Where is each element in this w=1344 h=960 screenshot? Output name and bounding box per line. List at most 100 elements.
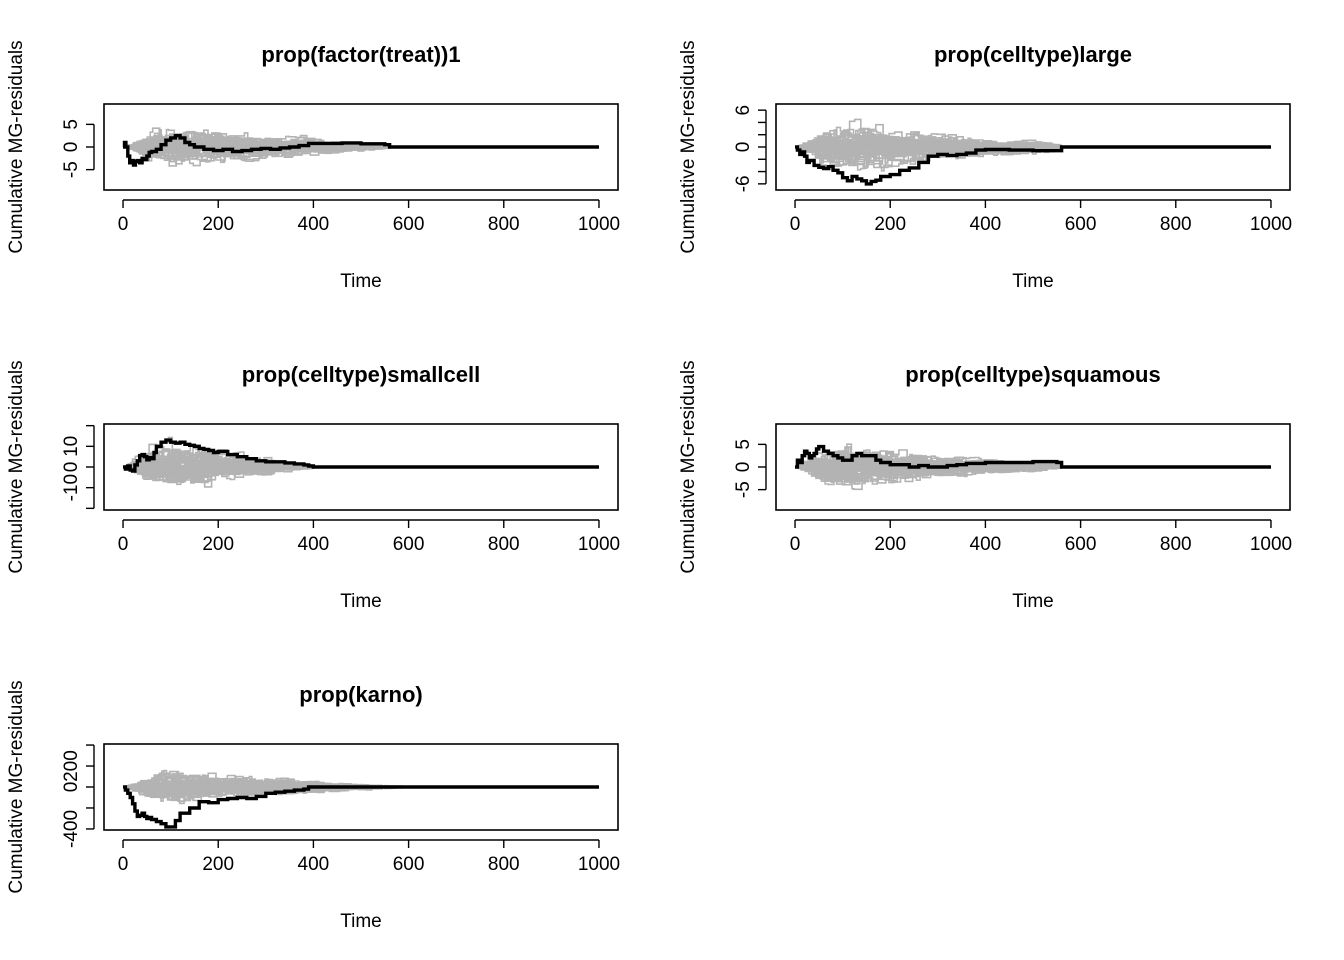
y-axis: -6 0 6 (733, 105, 767, 192)
x-tick-label: 1000 (578, 534, 620, 555)
x-tick-label: 1000 (578, 214, 620, 235)
x-tick-label: 400 (298, 854, 330, 875)
y-tick-label: -5 (733, 481, 754, 498)
y-tick-label: -400 (61, 810, 82, 848)
plot-frame (103, 103, 619, 191)
simulated-path (795, 464, 1271, 484)
y-axis-label: Cumulative MG-residuals (6, 360, 27, 573)
panel-title: prop(celltype)smallcell (242, 362, 480, 387)
plot-frame (775, 103, 1291, 191)
simulated-path (123, 134, 599, 156)
panel-title: prop(celltype)squamous (905, 362, 1160, 387)
x-tick-label: 800 (488, 214, 520, 235)
x-tick-label: 800 (488, 854, 520, 875)
y-axis-label: Cumulative MG-residuals (678, 40, 699, 253)
x-tick-label: 1000 (1250, 534, 1292, 555)
x-tick-label: 800 (1160, 534, 1192, 555)
panel-4: prop(celltype)squamous 0 200 400 600 800 1000 T… (678, 360, 1292, 612)
lines-group (123, 769, 599, 829)
simulated-path (123, 462, 599, 482)
simulated-path (123, 132, 599, 158)
plot-frame (103, 743, 619, 831)
y-tick-label: 0 (61, 462, 82, 473)
observed-path (123, 785, 599, 829)
y-tick-label: -10 (61, 474, 82, 501)
x-tick-label: 400 (298, 214, 330, 235)
x-axis-label: Time (340, 591, 382, 612)
x-tick-label: 0 (118, 534, 129, 555)
x-tick-label: 0 (118, 854, 129, 875)
x-tick-label: 200 (202, 534, 234, 555)
x-axis: 0 200 400 600 800 1000 (118, 199, 620, 235)
panel-5: prop(karno)0 200 400 600 800 1000Time-4000200… (6, 680, 620, 932)
panel-2: prop(celltype)large 0 200 400 600 800 1000 Time… (678, 40, 1292, 292)
y-tick-label: 5 (733, 439, 754, 450)
y-tick-label: -5 (61, 161, 82, 178)
x-tick-label: 0 (118, 214, 129, 235)
panel-title: prop(karno) (299, 682, 422, 707)
x-tick-label: 600 (393, 214, 425, 235)
x-axis-label: Time (1012, 271, 1054, 292)
x-tick-label: 600 (1065, 534, 1097, 555)
simulated-path (123, 457, 599, 481)
x-tick-label: 600 (393, 854, 425, 875)
simulated-path (795, 458, 1271, 483)
observed-path (795, 444, 1271, 469)
y-tick-label: -6 (733, 175, 754, 192)
x-tick-label: 1000 (1250, 214, 1292, 235)
observed-path (122, 134, 599, 167)
panel-title: prop(celltype)large (934, 42, 1132, 67)
x-axis: 0 200 400 600 800 1000 (790, 519, 1292, 555)
y-axis: -5 0 5 (61, 119, 95, 178)
x-axis-label: Time (1012, 591, 1054, 612)
lines-group (122, 127, 599, 167)
x-tick-label: 0 (790, 534, 801, 555)
y-axis-label: Cumulative MG-residuals (6, 680, 27, 893)
simulated-path (795, 129, 1271, 153)
x-tick-label: 400 (970, 534, 1002, 555)
x-tick-label: 600 (393, 534, 425, 555)
simulated-path (123, 133, 599, 154)
lines-group (123, 436, 599, 488)
x-tick-label: 0 (790, 214, 801, 235)
observed-path (795, 145, 1271, 186)
y-tick-label: 0 (733, 142, 754, 153)
x-tick-label: 200 (874, 534, 906, 555)
lines-group (795, 443, 1271, 491)
y-axis: -100 10 (61, 424, 95, 510)
y-tick-label: 0 (61, 782, 82, 793)
x-axis: 0 200 400 600 800 1000 (790, 199, 1292, 235)
x-tick-label: 200 (874, 214, 906, 235)
x-axis: 0 200 400 600 800 1000 (118, 839, 620, 875)
lines-group (795, 118, 1271, 186)
y-tick-label: 10 (61, 436, 82, 457)
y-tick-label: 5 (61, 119, 82, 130)
x-tick-label: 400 (970, 214, 1002, 235)
x-tick-label: 800 (1160, 214, 1192, 235)
y-tick-label: 200 (61, 750, 82, 782)
y-tick-label: 6 (733, 105, 754, 116)
simulated-path (795, 139, 1271, 158)
observed-path (123, 438, 599, 473)
simulated-path (123, 451, 599, 478)
y-axis-label: Cumulative MG-residuals (678, 360, 699, 573)
x-tick-label: 800 (488, 534, 520, 555)
x-tick-label: 600 (1065, 214, 1097, 235)
x-axis: 0 200 400 600 800 1000 (118, 519, 620, 555)
y-axis-label: Cumulative MG-residuals (6, 40, 27, 253)
x-axis-label: Time (340, 271, 382, 292)
y-axis: -5 0 5 (733, 439, 767, 498)
x-tick-label: 1000 (578, 854, 620, 875)
plot-frame (103, 423, 619, 511)
x-axis-label: Time (340, 911, 382, 932)
x-tick-label: 200 (202, 214, 234, 235)
plot-frame (775, 423, 1291, 511)
y-tick-label: 0 (733, 462, 754, 473)
x-tick-label: 400 (298, 534, 330, 555)
simulated-path (795, 451, 1271, 477)
x-tick-label: 200 (202, 854, 234, 875)
y-tick-label: 0 (61, 142, 82, 153)
